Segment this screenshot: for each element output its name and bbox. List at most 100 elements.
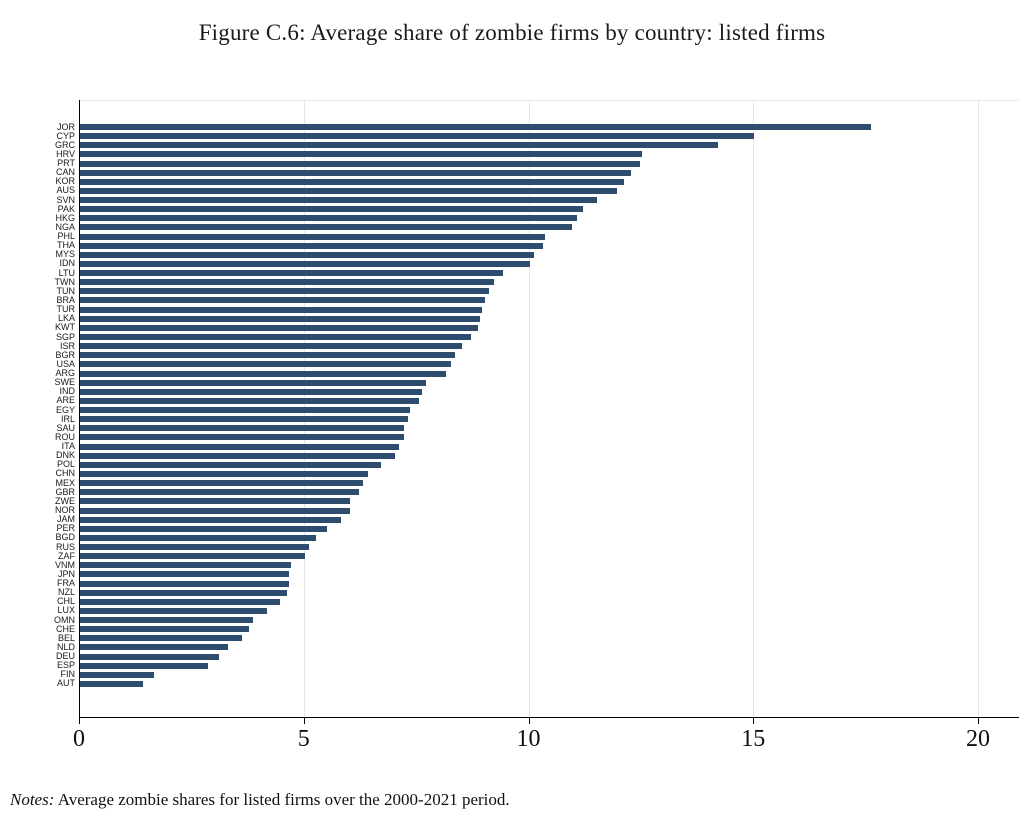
- bar-OMN: [80, 617, 254, 624]
- xtick-mark-5: [303, 718, 305, 724]
- ylabel-DNK: DNK: [55, 450, 75, 461]
- ylabel-AUS: AUS: [56, 185, 75, 196]
- ylabel-NLD: NLD: [56, 641, 75, 652]
- bar-EGY: [80, 407, 411, 414]
- plot-top-border: [79, 100, 1019, 101]
- ylabel-BEL: BEL: [57, 632, 75, 643]
- bar-ITA: [80, 443, 400, 450]
- xtick-mark-10: [528, 718, 530, 724]
- ylabel-LUX: LUX: [57, 605, 75, 616]
- ylabel-THA: THA: [57, 240, 75, 251]
- bar-GBR: [80, 489, 359, 496]
- bar-POL: [80, 461, 382, 468]
- xtick-label-15: 15: [741, 726, 766, 752]
- bar-CYP: [80, 133, 755, 140]
- ylabel-HKG: HKG: [55, 212, 75, 223]
- plot-area: [79, 100, 1019, 718]
- bar-MYS: [80, 251, 534, 258]
- ylabel-BGD: BGD: [55, 532, 75, 543]
- ylabel-JAM: JAM: [57, 514, 75, 525]
- ylabel-VNM: VNM: [55, 559, 75, 570]
- ylabel-ISR: ISR: [59, 340, 75, 351]
- bar-KOR: [80, 178, 624, 185]
- bar-PHL: [80, 233, 546, 240]
- bar-IND: [80, 388, 422, 395]
- bar-BEL: [80, 635, 242, 642]
- ylabel-SGP: SGP: [55, 331, 75, 342]
- bar-CHE: [80, 626, 249, 633]
- notes-label: Notes:: [10, 790, 55, 809]
- bar-ARE: [80, 397, 420, 404]
- ylabel-TUR: TUR: [56, 304, 76, 315]
- bar-ROU: [80, 434, 404, 441]
- ylabel-CHE: CHE: [55, 623, 75, 634]
- ylabel-ZAF: ZAF: [58, 550, 75, 561]
- ylabel-ESP: ESP: [56, 660, 75, 671]
- bar-CAN: [80, 169, 631, 176]
- xtick-label-0: 0: [73, 726, 85, 752]
- xtick-mark-0: [79, 718, 80, 724]
- ylabel-NZL: NZL: [57, 587, 75, 598]
- ylabel-JPN: JPN: [57, 568, 75, 579]
- bar-JOR: [80, 124, 872, 130]
- ylabel-PER: PER: [56, 523, 75, 534]
- ylabel-GRC: GRC: [55, 139, 75, 150]
- gridline-x20: [978, 100, 979, 717]
- xtick-label-5: 5: [297, 726, 310, 752]
- bar-FIN: [80, 671, 155, 678]
- ylabel-LTU: LTU: [58, 267, 75, 278]
- ylabel-NOR: NOR: [55, 505, 75, 515]
- ylabel-ITA: ITA: [61, 441, 75, 452]
- xtick-mark-15: [753, 718, 755, 724]
- ylabel-PAK: PAK: [57, 203, 75, 214]
- bar-BGR: [80, 352, 456, 359]
- bar-NOR: [80, 507, 350, 514]
- ylabel-BGR: BGR: [55, 349, 75, 360]
- bar-VNM: [80, 562, 292, 569]
- bar-TUR: [80, 306, 483, 313]
- ylabel-LKA: LKA: [57, 313, 75, 324]
- bar-NGA: [80, 224, 573, 231]
- ylabel-DEU: DEU: [55, 651, 75, 662]
- ylabel-TUN: TUN: [56, 285, 76, 296]
- bar-HRV: [80, 151, 642, 158]
- ylabel-ROU: ROU: [55, 431, 75, 442]
- bar-RUS: [80, 544, 310, 551]
- ylabel-ARG: ARG: [55, 368, 75, 379]
- bar-ZWE: [80, 498, 350, 505]
- bar-NZL: [80, 589, 287, 596]
- ylabel-SAU: SAU: [56, 422, 75, 433]
- ylabel-ZWE: ZWE: [55, 495, 75, 506]
- ylabel-IDN: IDN: [59, 258, 76, 269]
- bar-LTU: [80, 270, 503, 277]
- ylabel-SVN: SVN: [56, 194, 75, 205]
- bar-DNK: [80, 452, 395, 459]
- ylabel-GBR: GBR: [55, 486, 75, 497]
- ylabel-CYP: CYP: [56, 130, 75, 141]
- xtick-label-10: 10: [516, 726, 541, 752]
- ylabel-IND: IND: [59, 386, 76, 397]
- ylabel-ARE: ARE: [56, 395, 75, 406]
- ylabel-POL: POL: [56, 459, 75, 470]
- ylabel-KOR: KOR: [55, 176, 75, 187]
- xtick-label-20: 20: [966, 726, 990, 752]
- gridline-x10: [528, 100, 530, 717]
- notes-text: Average zombie shares for listed firms o…: [57, 790, 510, 809]
- ylabel-NGA: NGA: [55, 221, 75, 232]
- bar-LKA: [80, 315, 481, 322]
- ylabel-TWN: TWN: [54, 276, 76, 287]
- bar-ZAF: [80, 553, 305, 560]
- ylabel-MEX: MEX: [55, 477, 75, 488]
- bar-THA: [80, 242, 543, 249]
- bar-PRT: [80, 160, 640, 167]
- ylabel-BRA: BRA: [56, 294, 75, 305]
- bar-BGD: [80, 534, 316, 541]
- ylabel-CHL: CHL: [56, 596, 75, 607]
- ylabel-FIN: FIN: [60, 669, 76, 680]
- ylabel-PHL: PHL: [57, 231, 75, 242]
- bar-GRC: [80, 142, 719, 149]
- bar-DEU: [80, 653, 220, 660]
- ylabel-KWT: KWT: [55, 322, 75, 333]
- bar-CHN: [80, 470, 368, 477]
- ylabel-CHN: CHN: [55, 468, 76, 479]
